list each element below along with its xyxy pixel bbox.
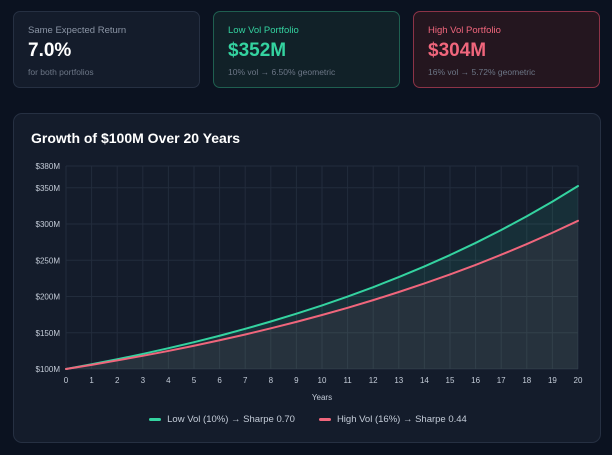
y-tick-label: $100M [36, 365, 61, 374]
x-tick-label: 15 [446, 376, 455, 385]
x-tick-label: 8 [269, 376, 274, 385]
high-vol-value: $304M [428, 40, 487, 61]
x-tick-label: 0 [64, 376, 69, 385]
y-tick-label: $380M [36, 162, 61, 171]
y-tick-label: $350M [36, 184, 61, 193]
x-tick-label: 5 [192, 376, 197, 385]
y-tick-label: $250M [36, 256, 61, 265]
legend-label-low-vol: Low Vol (10%) → Sharpe 0.70 [167, 414, 295, 425]
high-vol-label: High Vol Portfolio [428, 25, 501, 36]
legend-swatch-low-vol [149, 418, 162, 421]
high-vol-card: High Vol Portfolio $304M 16% vol → 5.72%… [413, 11, 600, 88]
x-tick-label: 10 [318, 376, 327, 385]
high-vol-sub: 16% vol → 5.72% geometric [428, 67, 536, 77]
x-tick-label: 17 [497, 376, 506, 385]
same-return-label: Same Expected Return [28, 25, 127, 36]
x-tick-label: 20 [574, 376, 583, 385]
x-tick-label: 1 [89, 376, 94, 385]
x-tick-label: 6 [217, 376, 222, 385]
x-axis-label: Years [312, 393, 332, 402]
low-vol-value: $352M [228, 40, 287, 61]
x-tick-label: 11 [343, 376, 352, 385]
x-tick-label: 3 [141, 376, 146, 385]
legend-item-low-vol[interactable]: Low Vol (10%) → Sharpe 0.70 [149, 414, 295, 425]
growth-chart: 0 1 2 3 4 5 6 7 8 9 10 11 12 13 14 15 16 17 18 19 20$100M$15… [36, 162, 583, 402]
same-return-sub: for both portfolios [28, 67, 94, 77]
x-tick-label: 19 [548, 376, 557, 385]
low-vol-label: Low Vol Portfolio [228, 25, 299, 36]
x-tick-label: 18 [522, 376, 531, 385]
low-vol-sub: 10% vol → 6.50% geometric [228, 67, 336, 77]
series-area-low-vol [66, 186, 578, 369]
y-tick-label: $200M [36, 293, 61, 302]
x-tick-label: 4 [166, 376, 171, 385]
low-vol-card: Low Vol Portfolio $352M 10% vol → 6.50% … [213, 11, 400, 88]
x-tick-label: 14 [420, 376, 429, 385]
legend-item-high-vol[interactable]: High Vol (16%) → Sharpe 0.44 [318, 414, 467, 425]
y-tick-label: $150M [36, 329, 61, 338]
x-tick-label: 9 [294, 376, 299, 385]
series-line-high-vol [65, 219, 579, 370]
legend-swatch-high-vol [318, 418, 331, 421]
legend-label-high-vol: High Vol (16%) → Sharpe 0.44 [336, 414, 467, 425]
series-line-low-vol [65, 185, 579, 370]
x-tick-label: 13 [394, 376, 403, 385]
chart-legend: Low Vol (10%) → Sharpe 0.70 High Vol (16… [14, 414, 602, 425]
chart-title: Growth of $100M Over 20 Years [31, 130, 241, 146]
same-return-card: Same Expected Return 7.0% for both portf… [13, 11, 200, 88]
y-tick-label: $300M [36, 220, 61, 229]
x-tick-label: 7 [243, 376, 248, 385]
same-return-value: 7.0% [28, 40, 72, 61]
series-area-high-vol [66, 220, 578, 369]
x-tick-label: 12 [369, 376, 378, 385]
x-tick-label: 2 [115, 376, 120, 385]
x-tick-label: 16 [471, 376, 480, 385]
